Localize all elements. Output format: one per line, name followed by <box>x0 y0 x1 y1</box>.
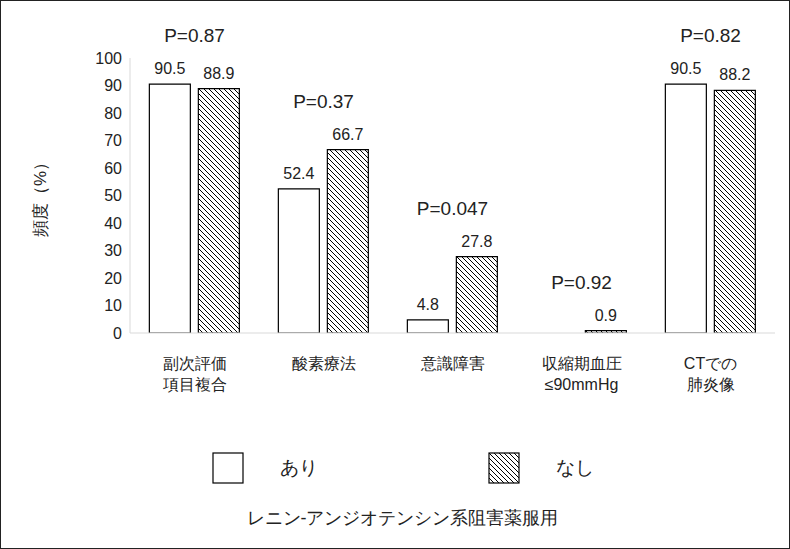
svg-text:P=0.82: P=0.82 <box>680 25 741 46</box>
svg-text:4.8: 4.8 <box>417 296 439 313</box>
svg-text:頻度（%）: 頻度（%） <box>31 154 50 237</box>
svg-text:80: 80 <box>104 105 122 122</box>
svg-text:70: 70 <box>104 132 122 149</box>
svg-text:27.8: 27.8 <box>461 233 492 250</box>
svg-text:90.5: 90.5 <box>670 60 701 77</box>
svg-text:40: 40 <box>104 215 122 232</box>
svg-text:P=0.92: P=0.92 <box>551 272 612 293</box>
svg-text:0: 0 <box>113 325 122 342</box>
svg-text:90.5: 90.5 <box>154 60 185 77</box>
svg-text:100: 100 <box>95 50 122 67</box>
svg-text:0.9: 0.9 <box>595 307 617 324</box>
html-text:あり: あり <box>279 457 318 478</box>
svg-text:10: 10 <box>104 297 122 314</box>
svg-text:酸素療法: 酸素療法 <box>292 355 356 372</box>
svg-text:P=0.37: P=0.37 <box>293 91 354 112</box>
svg-text:60: 60 <box>104 160 122 177</box>
svg-text:88.2: 88.2 <box>719 66 750 83</box>
svg-text:副次評価項目複合: 副次評価項目複合 <box>162 355 227 393</box>
svg-text:P=0.047: P=0.047 <box>417 198 488 219</box>
svg-text:66.7: 66.7 <box>332 126 363 143</box>
svg-text:50: 50 <box>104 187 122 204</box>
svg-text:52.4: 52.4 <box>283 165 314 182</box>
svg-text:90: 90 <box>104 77 122 94</box>
svg-text:収縮期血圧≤90mmHg: 収縮期血圧≤90mmHg <box>542 355 622 393</box>
svg-text:CTでの肺炎像: CTでの肺炎像 <box>684 355 737 393</box>
svg-text:P=0.87: P=0.87 <box>164 25 225 46</box>
svg-text:88.9: 88.9 <box>203 65 234 82</box>
html-text:なし: なし <box>555 457 594 478</box>
svg-text:30: 30 <box>104 242 122 259</box>
svg-text:意識障害: 意識障害 <box>420 355 485 372</box>
html-text:レニン-アンジオテンシン系阻害薬服用: レニン-アンジオテンシン系阻害薬服用 <box>246 508 559 528</box>
svg-text:20: 20 <box>104 270 122 287</box>
